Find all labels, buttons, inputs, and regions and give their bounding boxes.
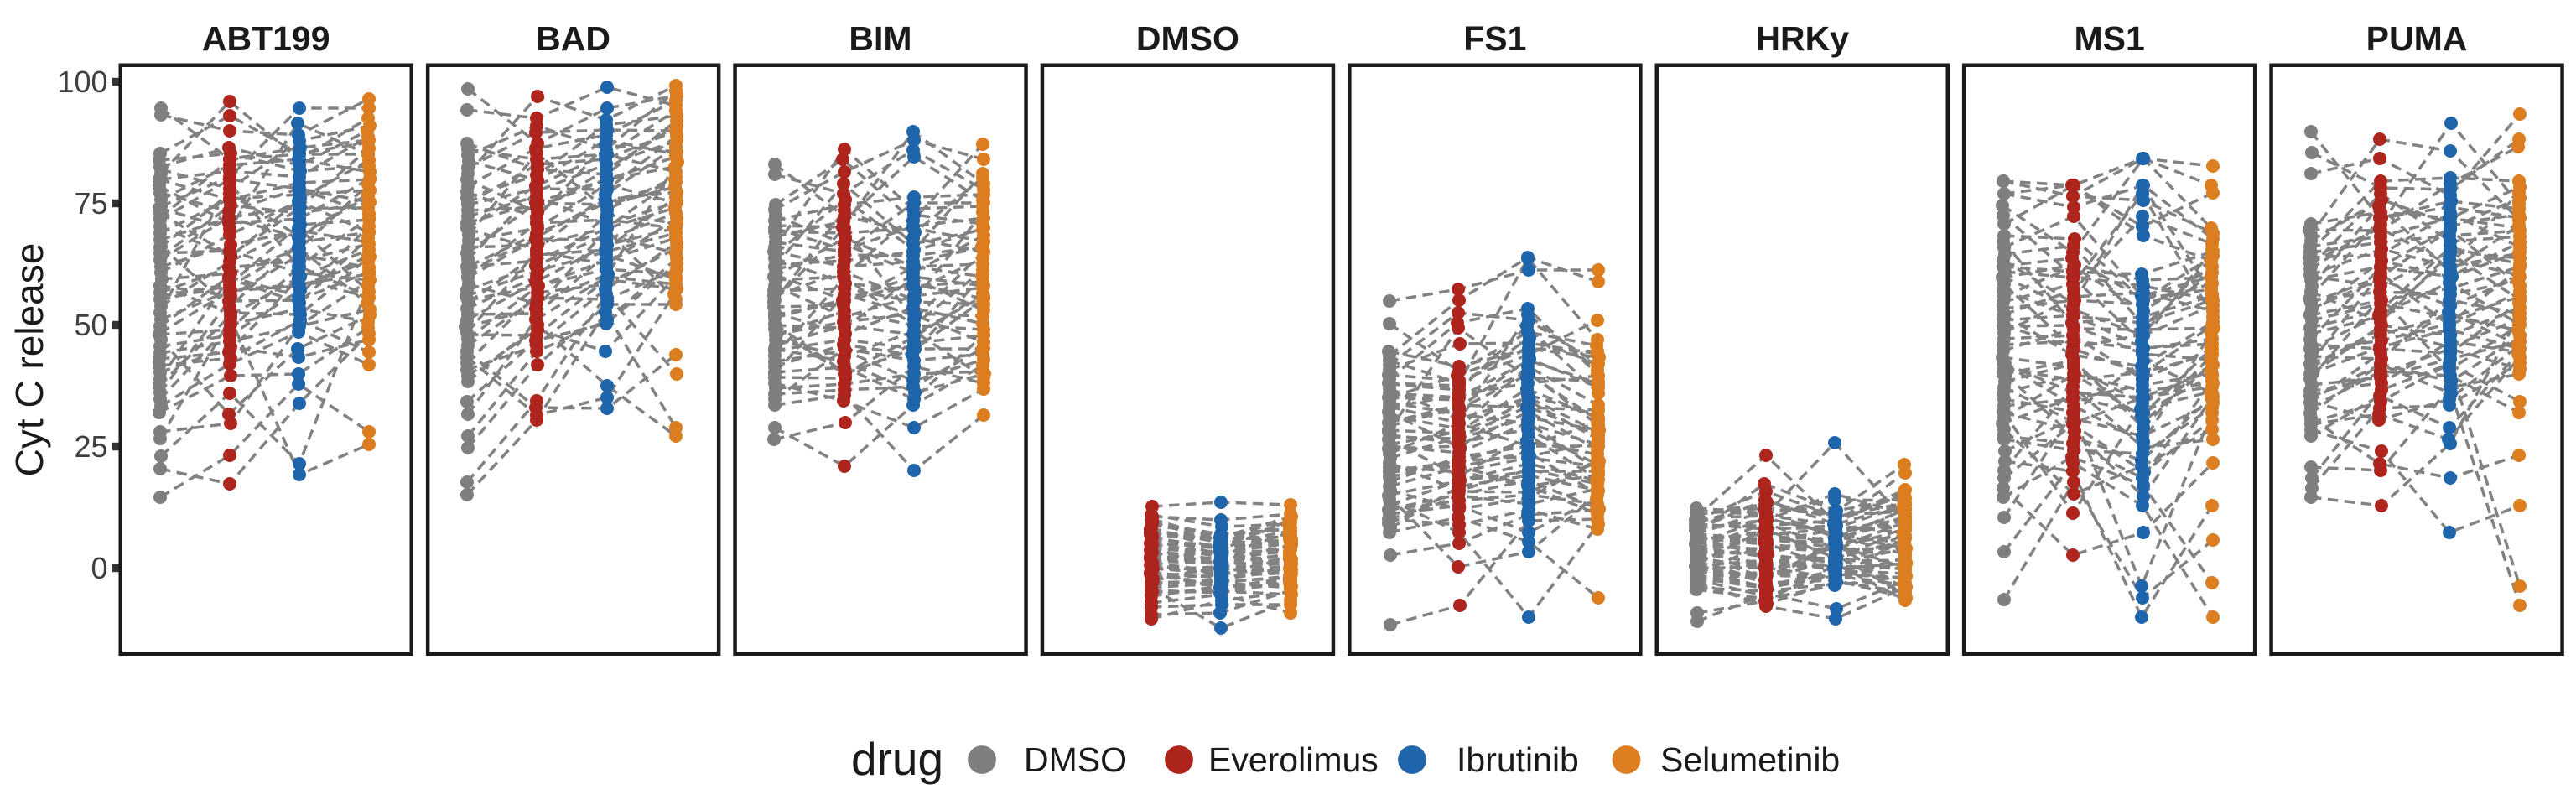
svg-text:drug: drug xyxy=(851,733,943,785)
svg-text:HRKy: HRKy xyxy=(1755,19,1849,58)
svg-text:PUMA: PUMA xyxy=(2366,19,2468,58)
svg-text:MS1: MS1 xyxy=(2074,19,2144,58)
svg-text:0: 0 xyxy=(91,551,107,585)
svg-text:100: 100 xyxy=(57,65,107,99)
svg-text:ABT199: ABT199 xyxy=(202,19,330,58)
svg-text:Everolimus: Everolimus xyxy=(1208,740,1379,779)
svg-text:Cyt C release: Cyt C release xyxy=(8,243,51,477)
svg-text:25: 25 xyxy=(74,429,107,464)
svg-text:Ibrutinib: Ibrutinib xyxy=(1457,740,1579,779)
svg-text:BAD: BAD xyxy=(536,19,610,58)
svg-text:Selumetinib: Selumetinib xyxy=(1660,740,1840,779)
svg-text:75: 75 xyxy=(74,186,107,221)
svg-text:FS1: FS1 xyxy=(1463,19,1526,58)
svg-text:DMSO: DMSO xyxy=(1136,19,1239,58)
svg-text:BIM: BIM xyxy=(849,19,911,58)
svg-text:DMSO: DMSO xyxy=(1024,740,1127,779)
svg-text:50: 50 xyxy=(74,308,107,342)
